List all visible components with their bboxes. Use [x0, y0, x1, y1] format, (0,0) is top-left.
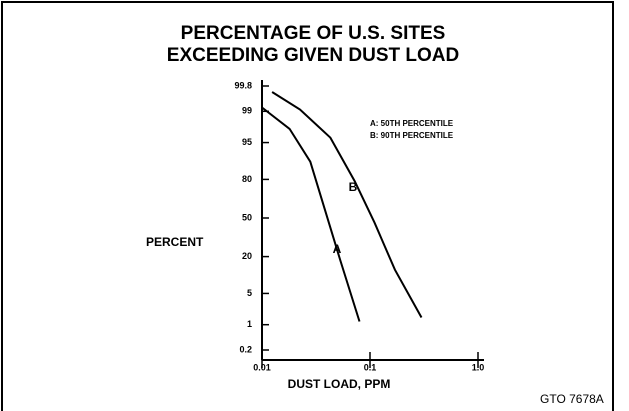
y-tick-label: 50: [242, 212, 252, 222]
y-tick-label: 99: [242, 106, 252, 116]
y-tick-label: 80: [242, 174, 252, 184]
x-axis-label: DUST LOAD, PPM: [288, 377, 391, 391]
legend-entry: B: 90TH PERCENTILE: [370, 131, 454, 140]
legend-entry: A: 50TH PERCENTILE: [370, 119, 454, 128]
series-label: B: [349, 180, 358, 194]
y-tick-label: 0.2: [239, 344, 252, 354]
figure-code: GTO 7678A: [540, 392, 604, 406]
y-tick-label: 95: [242, 137, 252, 147]
chart-title: PERCENTAGE OF U.S. SITES: [181, 23, 446, 44]
y-axis-label: PERCENT: [146, 235, 204, 249]
series-line: [271, 91, 423, 318]
x-tick-label: 1.0: [472, 362, 485, 372]
frame: [1, 1, 614, 411]
x-tick-label: 0.01: [253, 362, 271, 372]
series-line: [261, 106, 361, 322]
y-tick-label: 20: [242, 251, 252, 261]
y-tick-label: 5: [247, 288, 252, 298]
x-tick-label: 0.1: [364, 362, 377, 372]
y-tick-label: 99.8: [234, 80, 252, 90]
chart-title: EXCEEDING GIVEN DUST LOAD: [167, 45, 459, 66]
y-tick-label: 1: [247, 319, 252, 329]
